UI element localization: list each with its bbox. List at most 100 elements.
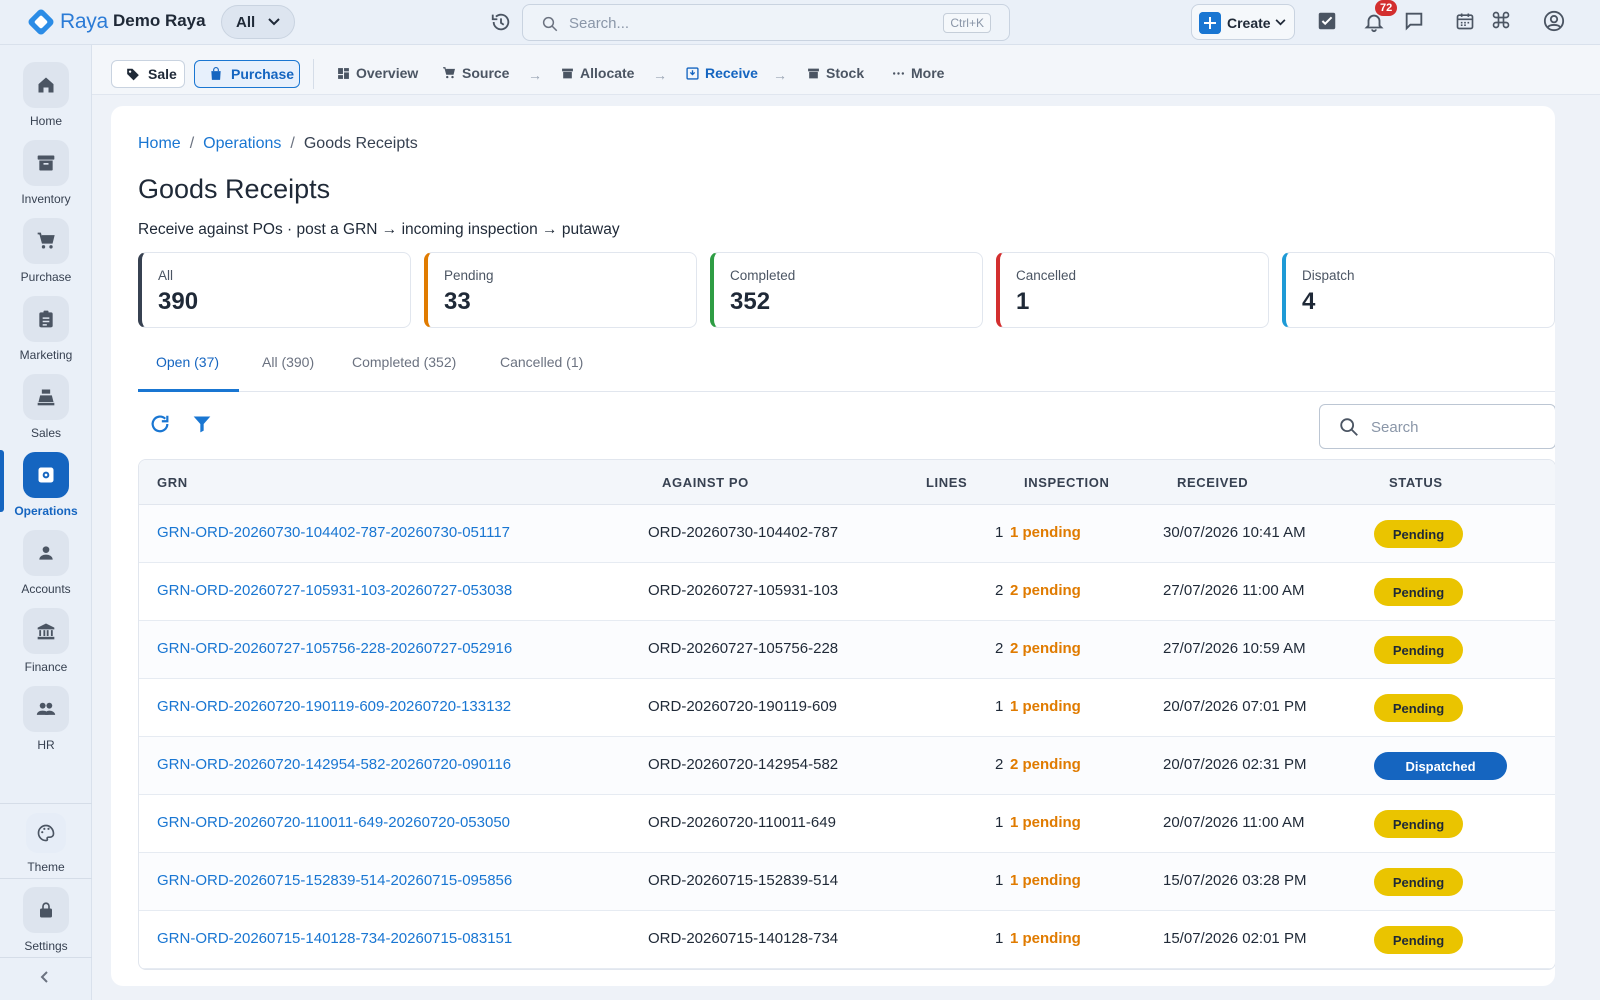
table-row[interactable]: GRN-ORD-20260727-105931-103-20260727-053… bbox=[139, 563, 1555, 621]
step-receive[interactable]: Receive bbox=[686, 65, 758, 81]
breadcrumb-operations[interactable]: Operations bbox=[203, 135, 282, 152]
column-header-received[interactable]: RECEIVED bbox=[1177, 475, 1249, 490]
sidebar: Home Inventory Purchase Marketing Sales … bbox=[0, 45, 92, 1000]
grn-link[interactable]: GRN-ORD-20260730-104402-787-20260730-051… bbox=[157, 524, 511, 541]
column-header-inspection[interactable]: INSPECTION bbox=[1024, 475, 1110, 490]
theme-label: Theme bbox=[27, 860, 65, 874]
po-number: ORD-20260720-190119-609 bbox=[648, 698, 838, 715]
archive-icon bbox=[808, 68, 819, 78]
table-search-input[interactable]: Search bbox=[1319, 404, 1555, 449]
sidebar-tile bbox=[23, 296, 69, 342]
received-date: 27/07/2026 10:59 AM bbox=[1163, 640, 1306, 657]
sidebar-item-inventory[interactable]: Inventory bbox=[0, 140, 92, 218]
grn-link[interactable]: GRN-ORD-20260720-190119-609-20260720-133… bbox=[157, 698, 512, 715]
notification-badge: 72 bbox=[1375, 0, 1398, 16]
sidebar-item-settings[interactable]: Settings bbox=[0, 887, 92, 965]
sidebar-item-sales[interactable]: Sales bbox=[0, 374, 92, 452]
stat-card-cancelled[interactable]: Cancelled 1 bbox=[996, 252, 1269, 328]
purchase-toggle[interactable]: Purchase bbox=[194, 60, 300, 88]
po-number: ORD-20260727-105931-103 bbox=[648, 582, 839, 599]
refresh-icon[interactable] bbox=[149, 413, 171, 435]
grn-link[interactable]: GRN-ORD-20260720-110011-649-20260720-053… bbox=[157, 814, 511, 831]
tasks-icon[interactable] bbox=[1316, 10, 1338, 32]
step-label: Allocate bbox=[580, 65, 635, 81]
calendar-icon[interactable] bbox=[1455, 10, 1475, 32]
table-row[interactable]: GRN-ORD-20260715-140128-734-20260715-083… bbox=[139, 911, 1555, 969]
brand-logo[interactable]: Raya bbox=[26, 7, 108, 37]
chat-icon[interactable] bbox=[1403, 10, 1425, 32]
grn-link[interactable]: GRN-ORD-20260727-105931-103-20260727-053… bbox=[157, 582, 513, 599]
scope-select[interactable]: All bbox=[221, 5, 295, 39]
stat-card-completed[interactable]: Completed 352 bbox=[710, 252, 983, 328]
tab-completed[interactable]: Completed (352) bbox=[352, 354, 457, 370]
sidebar-item-hr[interactable]: HR bbox=[0, 686, 92, 764]
sidebar-item-purchase[interactable]: Purchase bbox=[0, 218, 92, 296]
inspection-status: 1 pending bbox=[1010, 930, 1081, 947]
table-row[interactable]: GRN-ORD-20260730-104402-787-20260730-051… bbox=[139, 505, 1555, 563]
sidebar-tile bbox=[23, 374, 69, 420]
lines-count: 1 bbox=[995, 524, 1004, 541]
column-header-lines[interactable]: LINES bbox=[926, 475, 968, 490]
status-badge: Pending bbox=[1374, 810, 1463, 838]
filter-icon[interactable] bbox=[192, 413, 212, 435]
breadcrumb-home[interactable]: Home bbox=[138, 135, 181, 152]
column-header-grn[interactable]: GRN bbox=[157, 475, 188, 490]
stat-value: 390 bbox=[158, 288, 199, 315]
stat-card-all[interactable]: All 390 bbox=[138, 252, 411, 328]
step-arrow-icon: → bbox=[528, 67, 542, 83]
page-subtitle: Receive against POs · post a GRN → incom… bbox=[138, 221, 620, 238]
search-icon bbox=[1340, 418, 1358, 436]
column-header-status[interactable]: STATUS bbox=[1389, 475, 1443, 490]
table-row[interactable]: GRN-ORD-20260720-142954-582-20260720-090… bbox=[139, 737, 1555, 795]
sidebar-item-finance[interactable]: Finance bbox=[0, 608, 92, 686]
grn-link[interactable]: GRN-ORD-20260720-142954-582-20260720-090… bbox=[157, 756, 512, 773]
column-header-against-po[interactable]: AGAINST PO bbox=[662, 475, 749, 490]
people-icon bbox=[36, 702, 56, 715]
breadcrumb-current: Goods Receipts bbox=[303, 135, 418, 152]
breadcrumb-separator: / bbox=[189, 135, 195, 152]
global-search-input[interactable]: Search... Ctrl+K bbox=[522, 4, 1010, 41]
tab-open[interactable]: Open (37) bbox=[156, 354, 220, 370]
settings-label: Settings bbox=[24, 939, 68, 953]
grn-link[interactable]: GRN-ORD-20260715-152839-514-20260715-095… bbox=[157, 872, 513, 889]
history-icon[interactable] bbox=[490, 11, 512, 33]
po-number: ORD-20260720-110011-649 bbox=[648, 814, 836, 831]
step-stock[interactable]: Stock bbox=[807, 65, 864, 81]
inspection-status: 2 pending bbox=[1010, 582, 1081, 599]
step-source[interactable]: Source bbox=[442, 65, 509, 81]
table-row[interactable]: GRN-ORD-20260727-105756-228-20260727-052… bbox=[139, 621, 1555, 679]
step-more[interactable]: More bbox=[892, 65, 944, 81]
cart-icon bbox=[443, 67, 455, 79]
scope-value: All bbox=[236, 13, 256, 31]
tab-cancelled[interactable]: Cancelled (1) bbox=[500, 354, 584, 370]
received-date: 20/07/2026 07:01 PM bbox=[1163, 698, 1307, 715]
bell-icon[interactable] bbox=[1363, 10, 1385, 34]
stat-label: Completed bbox=[730, 268, 796, 283]
stat-card-pending[interactable]: Pending 33 bbox=[424, 252, 697, 328]
grn-link[interactable]: GRN-ORD-20260727-105756-228-20260727-052… bbox=[157, 640, 513, 657]
sale-label: Sale bbox=[148, 66, 177, 82]
grn-link[interactable]: GRN-ORD-20260715-140128-734-20260715-083… bbox=[157, 930, 513, 947]
sidebar-item-accounts[interactable]: Accounts bbox=[0, 530, 92, 608]
step-allocate[interactable]: Allocate bbox=[561, 65, 634, 81]
account-icon[interactable] bbox=[1543, 10, 1565, 32]
company-name: Demo Raya bbox=[113, 11, 206, 30]
step-overview[interactable]: Overview bbox=[337, 65, 418, 81]
table-row[interactable]: GRN-ORD-20260715-152839-514-20260715-095… bbox=[139, 853, 1555, 911]
inspection-status: 2 pending bbox=[1010, 640, 1081, 657]
sidebar-item-marketing[interactable]: Marketing bbox=[0, 296, 92, 374]
table-row[interactable]: GRN-ORD-20260720-190119-609-20260720-133… bbox=[139, 679, 1555, 737]
create-button[interactable]: Create bbox=[1191, 4, 1295, 40]
active-indicator bbox=[0, 450, 4, 512]
command-icon[interactable] bbox=[1491, 10, 1511, 30]
sale-toggle[interactable]: Sale bbox=[111, 60, 185, 88]
tab-all[interactable]: All (390) bbox=[262, 354, 315, 370]
collapse-sidebar-icon[interactable] bbox=[38, 970, 52, 984]
sidebar-item-theme[interactable]: Theme bbox=[0, 813, 92, 891]
sidebar-item-home[interactable]: Home bbox=[0, 62, 92, 140]
sidebar-tile bbox=[23, 686, 69, 732]
stat-card-dispatch[interactable]: Dispatch 4 bbox=[1282, 252, 1555, 328]
table-row[interactable]: GRN-ORD-20260720-110011-649-20260720-053… bbox=[139, 795, 1555, 853]
sidebar-item-operations[interactable]: Operations bbox=[0, 450, 92, 530]
lines-count: 1 bbox=[995, 698, 1004, 715]
